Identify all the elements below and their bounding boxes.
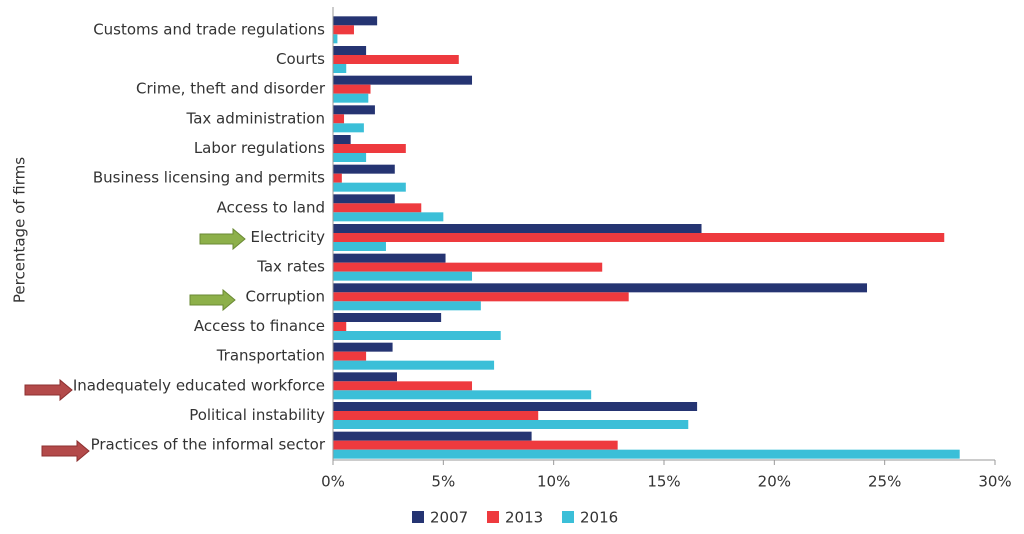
bar — [333, 194, 395, 204]
bar — [333, 372, 397, 382]
y-tick-label: Customs and trade regulations — [93, 20, 325, 38]
bar — [333, 164, 395, 174]
bar — [333, 390, 592, 400]
bar — [333, 105, 375, 115]
bar — [333, 420, 689, 429]
bar — [333, 271, 473, 281]
bar — [333, 402, 698, 411]
bar — [333, 253, 446, 263]
bar — [333, 322, 347, 331]
bar — [333, 440, 618, 450]
y-tick-label: Tax rates — [256, 258, 325, 276]
bar — [333, 233, 945, 242]
y-tick-label: Courts — [276, 50, 325, 68]
bar — [333, 351, 367, 361]
bar — [333, 411, 539, 420]
x-tick-label: 10% — [537, 473, 570, 491]
green-arrow — [189, 288, 236, 312]
bar — [333, 283, 868, 293]
y-tick-label: Labor regulations — [194, 139, 325, 157]
green-arrow — [199, 227, 246, 251]
y-tick-label: Access to land — [217, 198, 325, 216]
highlight-arrows — [24, 227, 246, 463]
bar — [333, 25, 354, 35]
bar — [333, 292, 629, 302]
bar — [333, 313, 442, 322]
bar — [333, 360, 495, 370]
x-tick-label: 30% — [978, 473, 1011, 491]
bar — [333, 55, 459, 64]
legend-swatch — [562, 511, 574, 523]
bar — [333, 173, 342, 183]
legend-label: 2016 — [580, 509, 618, 527]
bar — [333, 64, 347, 73]
bar — [333, 46, 367, 55]
bar — [333, 34, 338, 44]
bar — [333, 16, 378, 26]
x-tick-label: 15% — [647, 473, 680, 491]
x-tick-label: 5% — [431, 473, 455, 491]
y-tick-label: Business licensing and permits — [93, 169, 325, 187]
red-arrow — [41, 439, 90, 463]
bar — [333, 331, 501, 340]
red-arrow — [24, 378, 73, 402]
y-tick-label: Electricity — [250, 228, 325, 246]
bar — [333, 182, 406, 192]
y-tick-label: Corruption — [246, 287, 325, 305]
y-tick-label: Tax administration — [186, 109, 325, 127]
legend-swatch — [412, 511, 424, 523]
y-tick-label: Political instability — [189, 406, 325, 424]
bar — [333, 381, 473, 391]
bar — [333, 144, 406, 153]
bar — [333, 135, 351, 144]
bar — [333, 224, 702, 233]
bar — [333, 84, 371, 94]
legend-label: 2007 — [430, 509, 468, 527]
bar — [333, 153, 367, 162]
bar — [333, 449, 960, 459]
y-axis-label: Percentage of firms — [11, 157, 29, 303]
y-tick-label: Crime, theft and disorder — [136, 80, 326, 98]
x-tick-label: 0% — [321, 473, 345, 491]
bar — [333, 114, 345, 124]
bar — [333, 203, 422, 213]
bar — [333, 75, 473, 85]
y-tick-label: Access to finance — [194, 317, 325, 335]
bar — [333, 342, 393, 352]
bar — [333, 123, 364, 133]
y-tick-label: Inadequately educated workforce — [73, 376, 325, 394]
y-tick-label: Transportation — [216, 347, 325, 365]
legend-label: 2013 — [505, 509, 543, 527]
bar — [333, 242, 386, 251]
bar — [333, 301, 481, 311]
y-tick-label: Practices of the informal sector — [91, 436, 326, 454]
x-tick-label: 20% — [758, 473, 791, 491]
x-tick-label: 25% — [868, 473, 901, 491]
bar — [333, 212, 444, 222]
bar — [333, 262, 603, 272]
bar — [333, 431, 532, 441]
legend-swatch — [487, 511, 499, 523]
bar — [333, 93, 369, 103]
